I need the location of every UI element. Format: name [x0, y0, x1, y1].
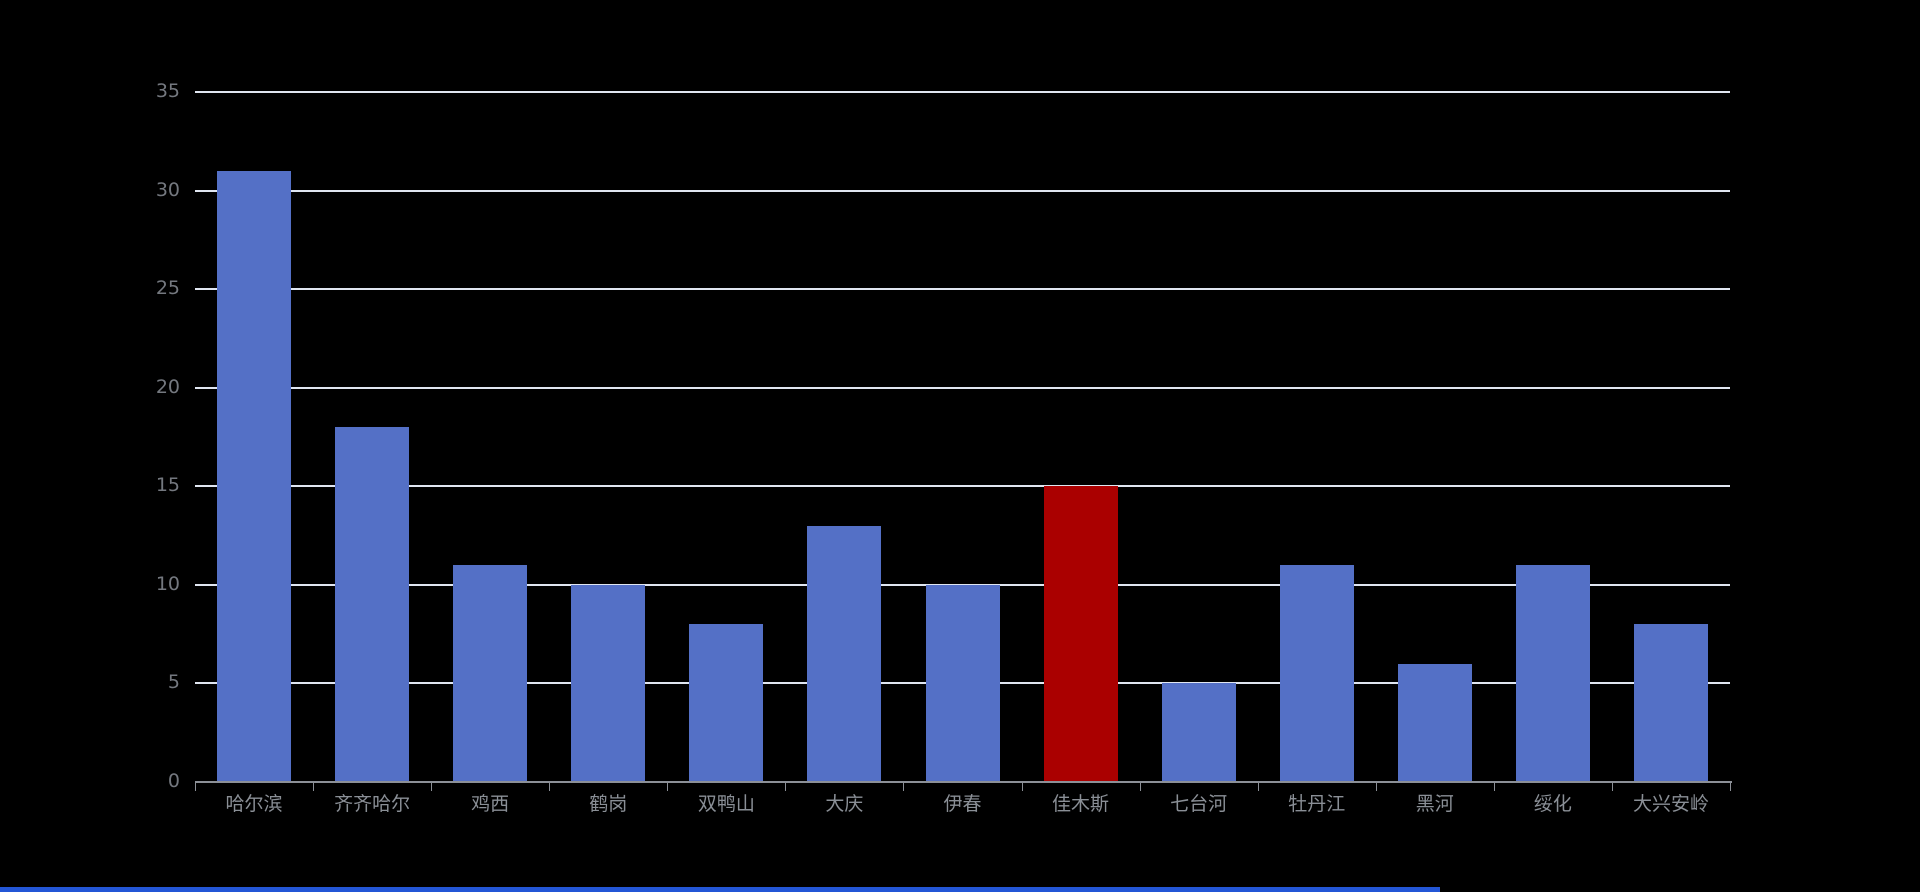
- bar-大兴安岭[interactable]: [1633, 624, 1708, 782]
- gridline-35: [195, 91, 1730, 93]
- x-axis-tick: [195, 783, 196, 791]
- x-tick-label-伊春: 伊春: [943, 793, 982, 815]
- x-axis-tick: [431, 783, 433, 791]
- bar-伊春[interactable]: [925, 584, 1000, 782]
- x-axis-tick: [903, 783, 905, 791]
- x-tick-label-绥化: 绥化: [1533, 793, 1572, 815]
- gridline-30: [195, 189, 1730, 192]
- bar-鹤岗[interactable]: [571, 584, 646, 782]
- bar-哈尔滨[interactable]: [217, 170, 292, 782]
- x-tick-label-齐齐哈尔: 齐齐哈尔: [334, 793, 411, 815]
- x-tick-label-大庆: 大庆: [825, 793, 864, 815]
- x-tick-label-七台河: 七台河: [1170, 793, 1228, 815]
- x-tick-label-双鸭山: 双鸭山: [697, 793, 755, 815]
- x-axis-tick: [549, 783, 551, 791]
- x-tick-label-佳木斯: 佳木斯: [1052, 793, 1110, 815]
- x-tick-label-牡丹江: 牡丹江: [1288, 793, 1346, 815]
- x-tick-label-大兴安岭: 大兴安岭: [1632, 793, 1709, 815]
- plot-area: [195, 91, 1730, 782]
- gridline-20: [195, 386, 1730, 389]
- y-tick-label-15: 15: [155, 474, 180, 497]
- x-axis-tick: [667, 783, 669, 791]
- x-axis-tick: [1257, 783, 1259, 791]
- y-tick-label-30: 30: [155, 178, 180, 201]
- bar-七台河[interactable]: [1161, 683, 1236, 782]
- bar-齐齐哈尔[interactable]: [335, 427, 410, 782]
- gridline-25: [195, 288, 1730, 291]
- y-tick-label-20: 20: [155, 375, 180, 398]
- y-tick-label-5: 5: [167, 671, 180, 694]
- gridline-15: [195, 485, 1730, 488]
- x-tick-label-黑河: 黑河: [1415, 793, 1454, 815]
- y-tick-label-0: 0: [167, 770, 180, 792]
- x-tick-label-鸡西: 鸡西: [471, 793, 510, 815]
- x-tick-label-鹤岗: 鹤岗: [589, 793, 628, 815]
- y-tick-label-35: 35: [155, 80, 180, 102]
- x-axis-line: [195, 781, 1732, 783]
- bar-双鸭山[interactable]: [689, 624, 764, 782]
- x-axis-tick: [1493, 783, 1495, 791]
- bar-大庆[interactable]: [807, 525, 882, 782]
- x-axis-tick: [1611, 783, 1613, 791]
- bar-鸡西[interactable]: [453, 565, 528, 782]
- x-axis-tick: [785, 783, 787, 791]
- gridline-10: [195, 583, 1730, 586]
- x-tick-label-哈尔滨: 哈尔滨: [225, 793, 283, 815]
- x-axis-tick: [1021, 783, 1023, 791]
- x-axis-tick: [1375, 783, 1377, 791]
- x-axis-tick: [1139, 783, 1141, 791]
- y-tick-label-25: 25: [155, 277, 180, 300]
- bar-绥化[interactable]: [1515, 565, 1590, 782]
- bar-佳木斯[interactable]: [1043, 486, 1118, 782]
- bar-黑河[interactable]: [1397, 663, 1472, 782]
- x-axis-tick: [1730, 783, 1731, 791]
- x-axis-tick: [313, 783, 315, 791]
- bottom-strip: [0, 887, 1440, 892]
- y-tick-label-10: 10: [155, 572, 180, 595]
- bar-牡丹江[interactable]: [1279, 565, 1354, 782]
